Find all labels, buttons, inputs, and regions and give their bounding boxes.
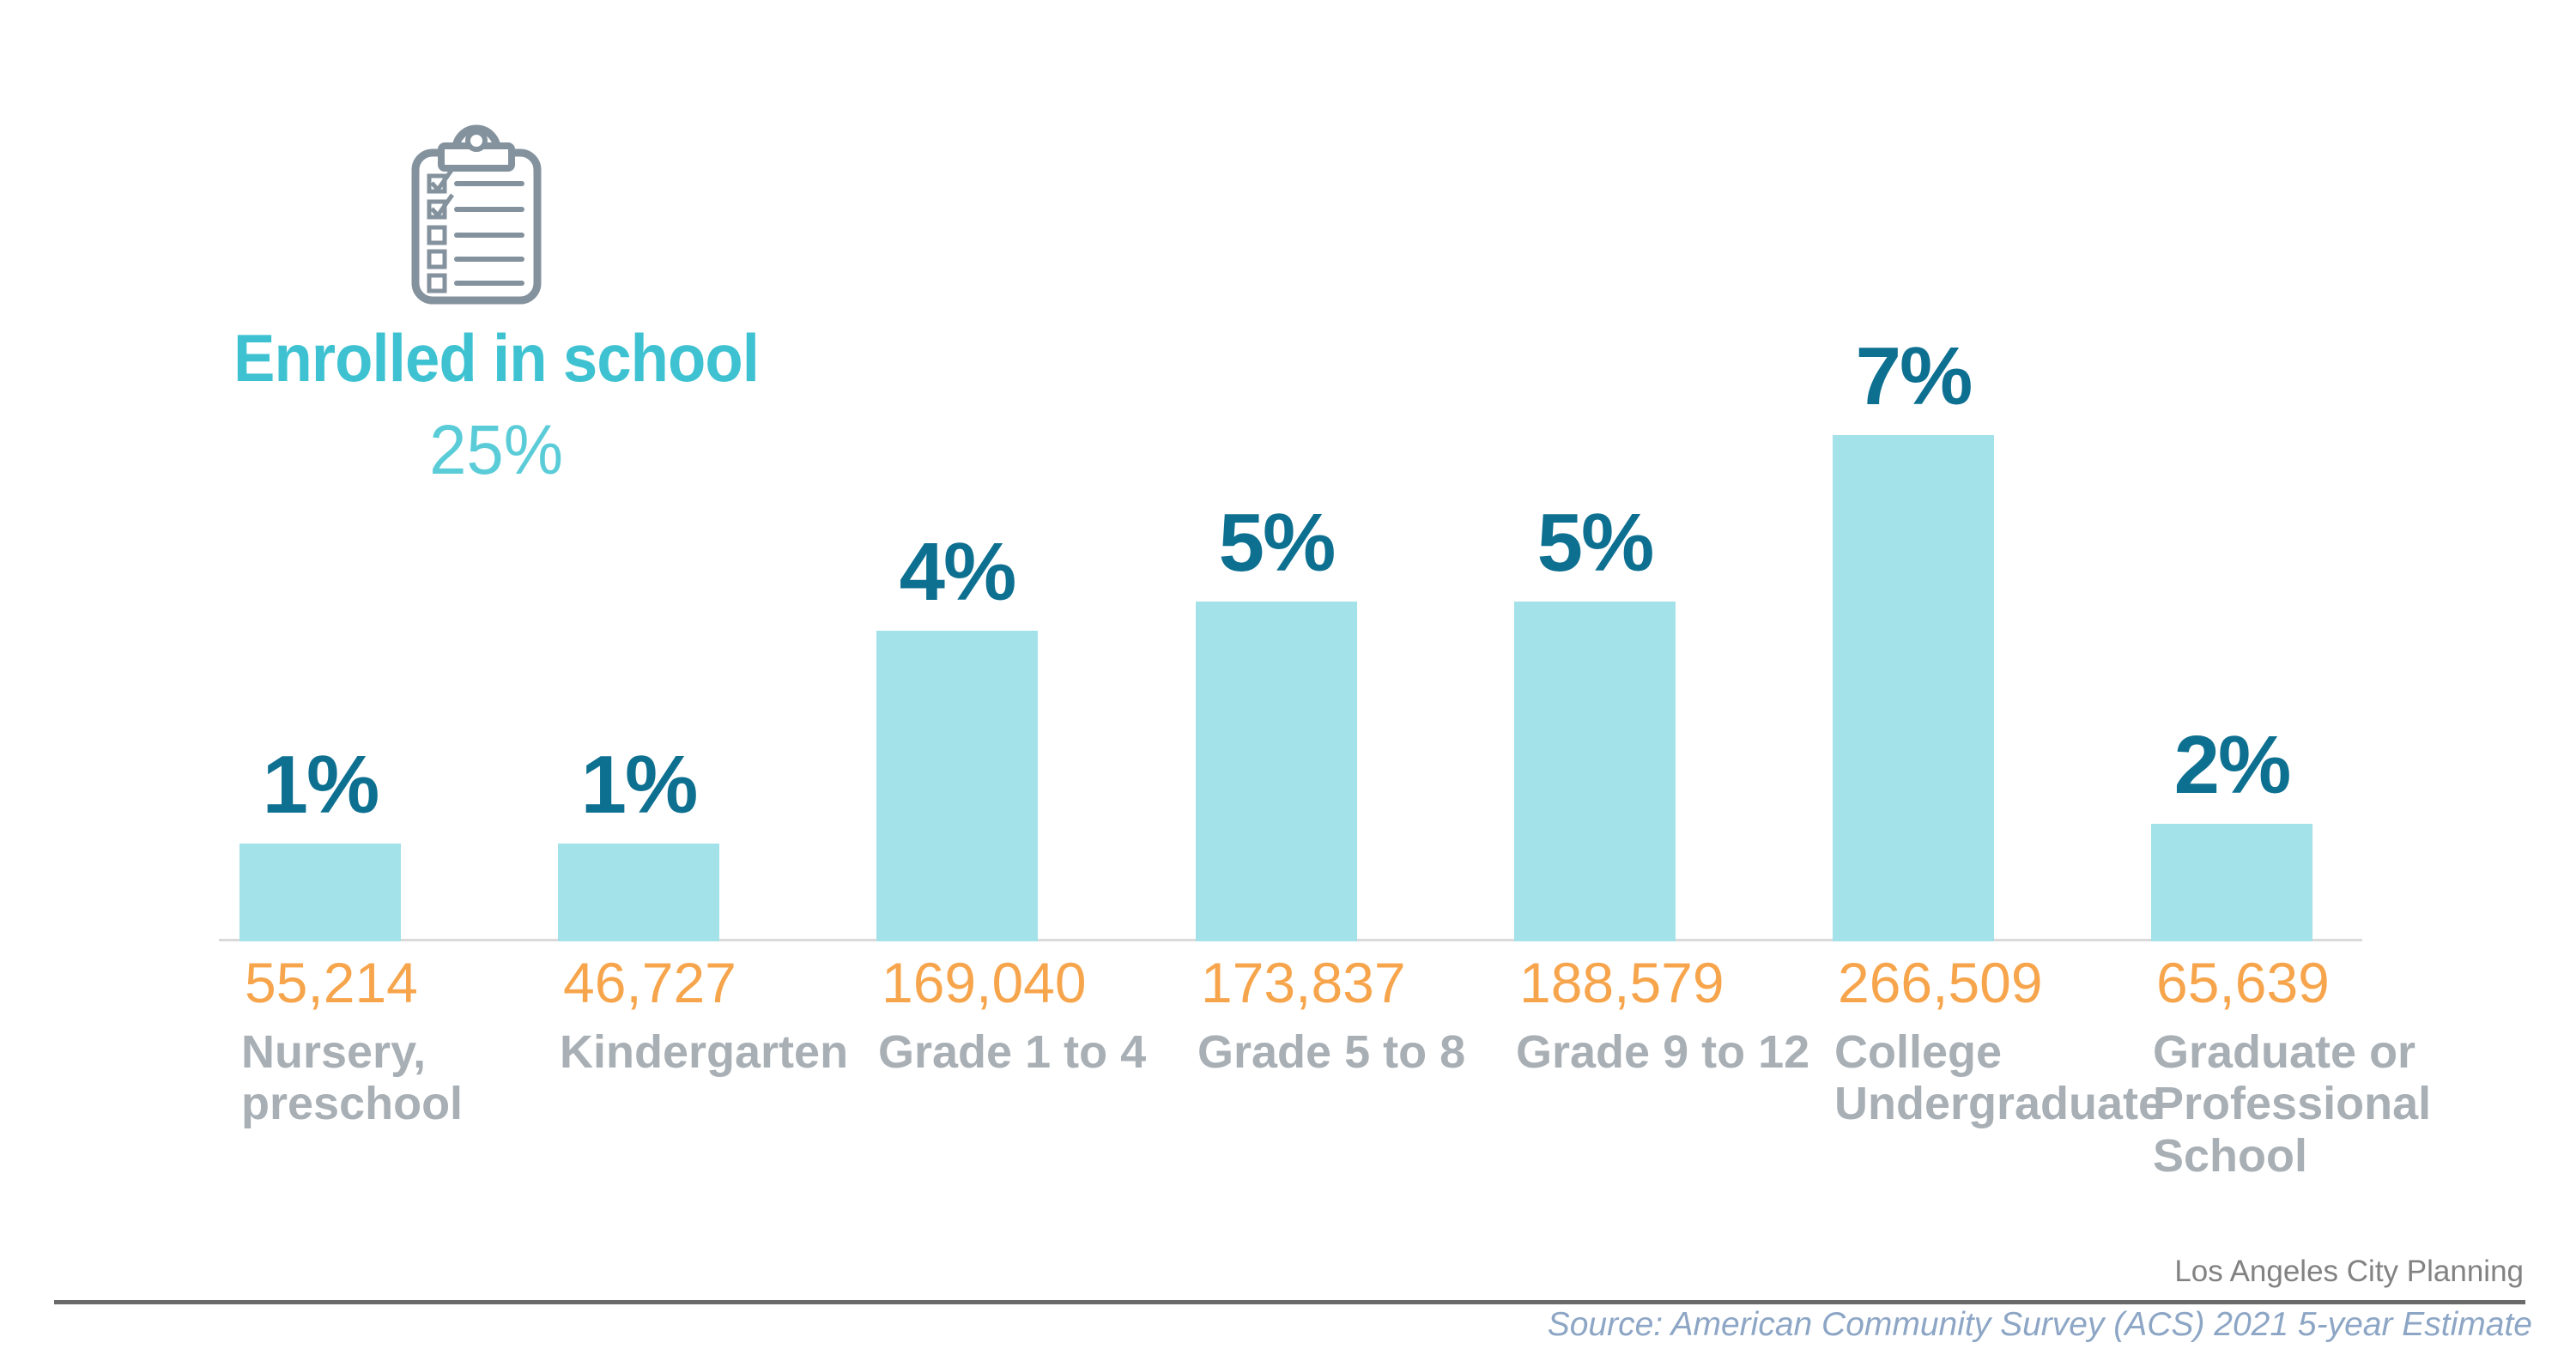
bar (1196, 602, 1357, 941)
bar (1514, 602, 1676, 941)
bar-count-label: 266,509 (1838, 951, 2043, 1014)
bar-category-label: Grade 1 to 4 (878, 1026, 1147, 1078)
overall-percent-text: 25% (429, 411, 563, 489)
bar-value-label: 5% (1218, 497, 1336, 589)
bar-category-label: Grade 9 to 12 (1516, 1026, 1810, 1078)
bar (558, 844, 719, 941)
bar-count-label: 188,579 (1519, 951, 1724, 1014)
bar-category-label: Graduate or Professional School (2153, 1026, 2432, 1182)
footer-source-label: Source: American Community Survey (ACS) … (1547, 1306, 2532, 1343)
bar-category-label: Nursery, preschool (241, 1026, 464, 1130)
bar-category-label: Grade 5 to 8 (1197, 1026, 1466, 1078)
footer-divider (54, 1300, 2525, 1304)
bar-category-label: College Undergraduate (1834, 1026, 2165, 1130)
bar-value-label: 1% (580, 739, 699, 831)
footer-org-label: Los Angeles City Planning (2174, 1255, 2524, 1288)
bar-count-label: 169,040 (882, 951, 1087, 1014)
bar-value-label: 4% (899, 526, 1017, 618)
bar-category-label: Kindergarten (560, 1026, 849, 1078)
bar (239, 844, 401, 941)
bar-value-label: 7% (1855, 330, 1973, 422)
page-title: Enrolled in school (129, 319, 864, 397)
bar-value-label: 5% (1537, 497, 1655, 589)
bar-count-label: 65,639 (2156, 951, 2330, 1014)
bar (1833, 435, 1994, 941)
bar (2151, 824, 2312, 941)
bar-value-label: 1% (262, 739, 380, 831)
bar-value-label: 2% (2173, 719, 2292, 811)
bar (876, 631, 1038, 941)
bar-count-label: 173,837 (1201, 951, 1406, 1014)
clipboard-checklist-icon (411, 124, 542, 305)
page-title-text: Enrolled in school (233, 320, 760, 396)
bar-count-label: 46,727 (563, 951, 736, 1014)
overall-percent: 25% (129, 410, 864, 491)
bar-count-label: 55,214 (245, 951, 418, 1014)
